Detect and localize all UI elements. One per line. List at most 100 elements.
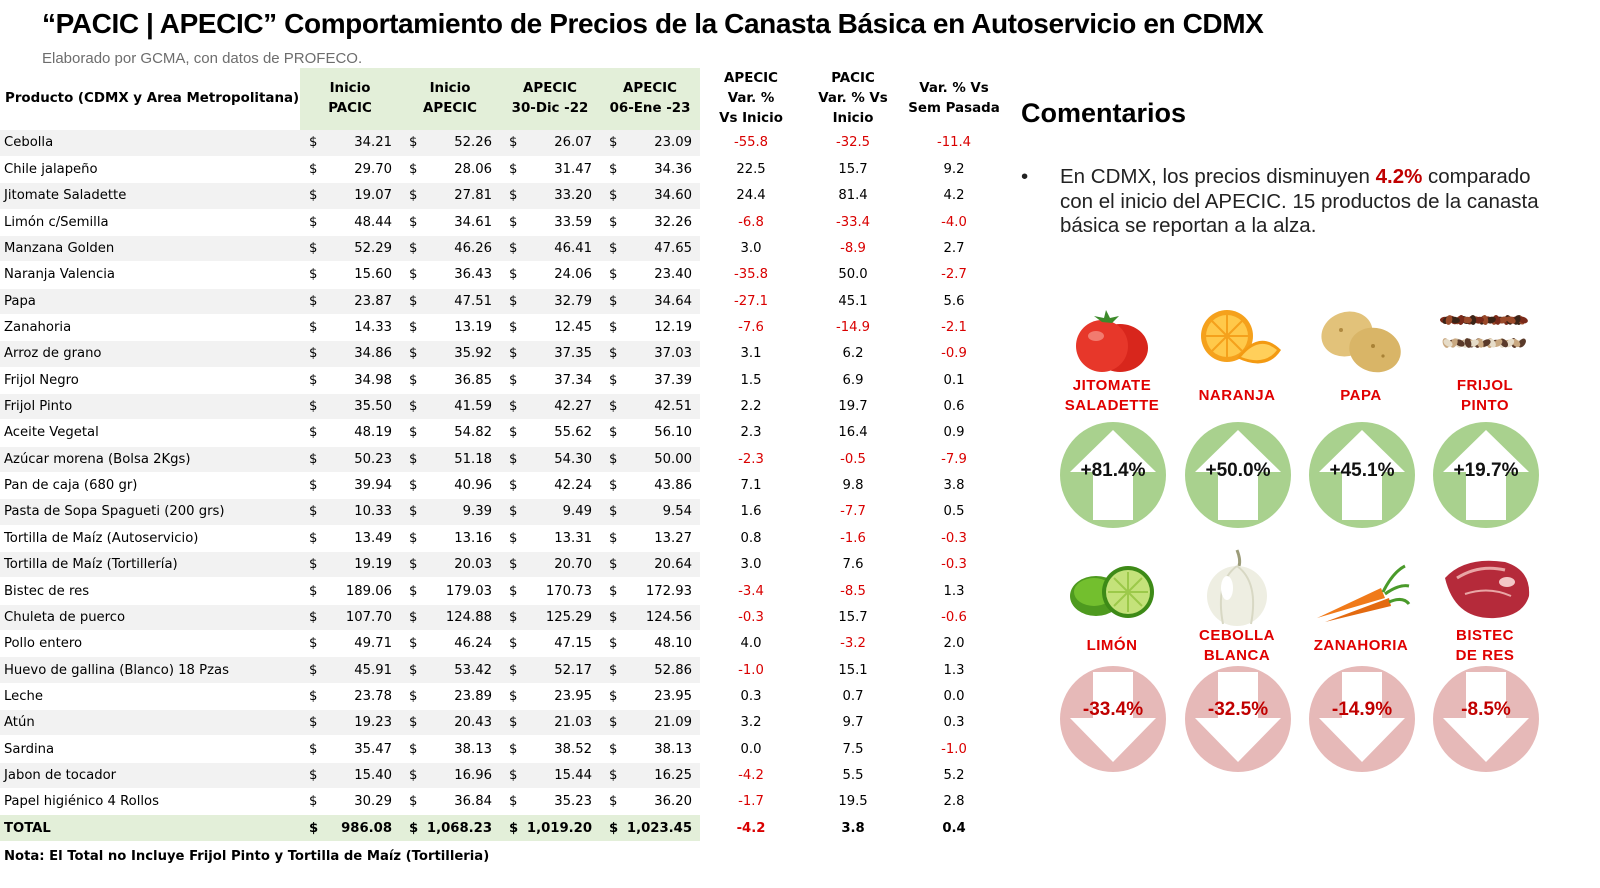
variation-cell: 0.1 <box>904 367 1004 394</box>
card-label: JITOMATE SALADETTE <box>1064 377 1160 414</box>
variation-cell: 2.8 <box>904 788 1004 816</box>
price-cell: $189.06 <box>300 577 400 605</box>
price-cell: $13.49 <box>300 525 400 553</box>
price-cell: $29.70 <box>300 156 400 184</box>
product-name: Pasta de Sopa Spagueti (200 grs) <box>0 498 300 526</box>
price-cell: $38.52 <box>500 735 600 763</box>
price-cell: $37.03 <box>600 340 700 368</box>
product-name: Arroz de grano <box>0 340 300 368</box>
price-cell: $42.51 <box>600 393 700 421</box>
product-name: Chile jalapeño <box>0 156 300 184</box>
variation-cell: -55.8 <box>700 130 802 157</box>
variation-cell: -1.0 <box>904 735 1004 763</box>
carrot-icon <box>1311 548 1411 628</box>
price-cell: $34.64 <box>600 288 700 315</box>
price-cell: $9.54 <box>600 498 700 526</box>
variation-cell: -7.6 <box>700 314 802 342</box>
variation-cell: 3.0 <box>700 235 802 263</box>
price-cell: $46.24 <box>400 630 500 658</box>
price-cell: $30.29 <box>300 788 400 816</box>
variation-cell: 9.7 <box>802 709 904 737</box>
price-cell: $32.79 <box>500 288 600 315</box>
price-cell: $35.92 <box>400 340 500 368</box>
price-cell: $23.09 <box>600 130 700 157</box>
col-header-inicio-apecic: Inicio APECIC <box>400 68 500 130</box>
table-row: Manzana Golden $52.29 $46.26 $46.41 $47.65 3.… <box>0 235 1004 263</box>
variation-cell: -2.3 <box>700 446 802 473</box>
product-name: Jitomate Saladette <box>0 182 300 210</box>
table-row: Pasta de Sopa Spagueti (200 grs) $10.33 $9… <box>0 498 1004 526</box>
comments-title: Comentarios <box>1021 98 1187 128</box>
variation-cell: -4.0 <box>904 209 1004 236</box>
down-arrow-icon: -14.9% <box>1309 666 1415 772</box>
price-cell: $21.03 <box>500 709 600 737</box>
price-change-card: NARANJA +50.0% <box>1175 300 1299 540</box>
price-cell: $39.94 <box>300 472 400 500</box>
product-name: Frijol Negro <box>0 367 300 394</box>
variation-cell: 1.3 <box>904 656 1004 684</box>
price-cell: $45.91 <box>300 656 400 684</box>
price-cell: $23.40 <box>600 261 700 289</box>
price-cell: $55.62 <box>500 419 600 447</box>
price-cell: $107.70 <box>300 604 400 632</box>
variation-cell: 5.6 <box>904 288 1004 315</box>
total-row: TOTAL $986.08 $1,068.23 $1,019.20 $1,023.45-… <box>0 814 1004 842</box>
variation-cell: 0.7 <box>802 683 904 711</box>
price-cell: $37.35 <box>500 340 600 368</box>
variation-cell: 2.7 <box>904 235 1004 263</box>
price-cell: $56.10 <box>600 419 700 447</box>
variation-cell: -3.2 <box>802 630 904 658</box>
card-label: ZANAHORIA <box>1313 637 1409 654</box>
price-cell: $15.44 <box>500 762 600 790</box>
variation-cell: 0.8 <box>700 525 802 553</box>
variation-cell: -1.7 <box>700 788 802 816</box>
variation-cell: 0.3 <box>904 709 1004 737</box>
variation-cell: -1.0 <box>700 656 802 684</box>
table-row: Jitomate Saladette $19.07 $27.81 $33.20 $34.… <box>0 182 1004 210</box>
price-cell: $37.34 <box>500 367 600 394</box>
price-cell: $53.42 <box>400 656 500 684</box>
price-cell: $36.20 <box>600 788 700 816</box>
table-row: Aceite Vegetal $48.19 $54.82 $55.62 $56.10 2.… <box>0 419 1004 447</box>
price-cell: $13.27 <box>600 525 700 553</box>
orange-icon <box>1187 300 1287 380</box>
variation-cell: -0.3 <box>904 525 1004 553</box>
variation-cell: -8.5 <box>802 577 904 605</box>
price-change-card: ZANAHORIA -14.9% <box>1299 548 1423 788</box>
table-row: Chile jalapeño $29.70 $28.06 $31.47 $34.36 22… <box>0 156 1004 184</box>
price-cell: $52.86 <box>600 656 700 684</box>
variation-cell: -6.8 <box>700 209 802 236</box>
price-cell: $36.84 <box>400 788 500 816</box>
price-cell: $54.82 <box>400 419 500 447</box>
variation-cell: -2.7 <box>904 261 1004 289</box>
price-cell: $24.06 <box>500 261 600 289</box>
table-row: Papa $23.87 $47.51 $32.79 $34.64 -27.1 45.1 5.6 <box>0 288 1004 315</box>
product-name: Aceite Vegetal <box>0 419 300 447</box>
price-cell: $48.10 <box>600 630 700 658</box>
variation-cell: 9.2 <box>904 156 1004 184</box>
table-row: Naranja Valencia $15.60 $36.43 $24.06 $23.40… <box>0 261 1004 289</box>
comments-text: En CDMX, los precios disminuyen 4.2% com… <box>1060 165 1539 237</box>
price-cell: $10.33 <box>300 498 400 526</box>
table-row: Chuleta de puerco $107.70 $124.88 $125.29 $1… <box>0 604 1004 632</box>
variation-cell: 1.3 <box>904 577 1004 605</box>
variation-cell: 16.4 <box>802 419 904 447</box>
change-value: +19.7% <box>1453 460 1519 481</box>
variation-cell: -7.9 <box>904 446 1004 473</box>
product-name: Limón c/Semilla <box>0 209 300 236</box>
variation-cell: -33.4 <box>802 209 904 236</box>
price-cell: $20.43 <box>400 709 500 737</box>
variation-cell: -3.4 <box>700 577 802 605</box>
change-value: +81.4% <box>1080 460 1146 481</box>
variation-cell: 19.7 <box>802 393 904 421</box>
lime-icon <box>1062 548 1162 628</box>
price-cell: $40.96 <box>400 472 500 500</box>
price-cell: $14.33 <box>300 314 400 342</box>
price-cell: $13.19 <box>400 314 500 342</box>
up-arrow-icon: +81.4% <box>1060 422 1166 528</box>
price-cell: $16.25 <box>600 762 700 790</box>
product-name: Pan de caja (680 gr) <box>0 472 300 500</box>
price-cell: $19.07 <box>300 182 400 210</box>
col-header-apecic-06ene: APECIC 06-Ene -23 <box>600 68 700 130</box>
variation-cell: 3.0 <box>700 551 802 579</box>
